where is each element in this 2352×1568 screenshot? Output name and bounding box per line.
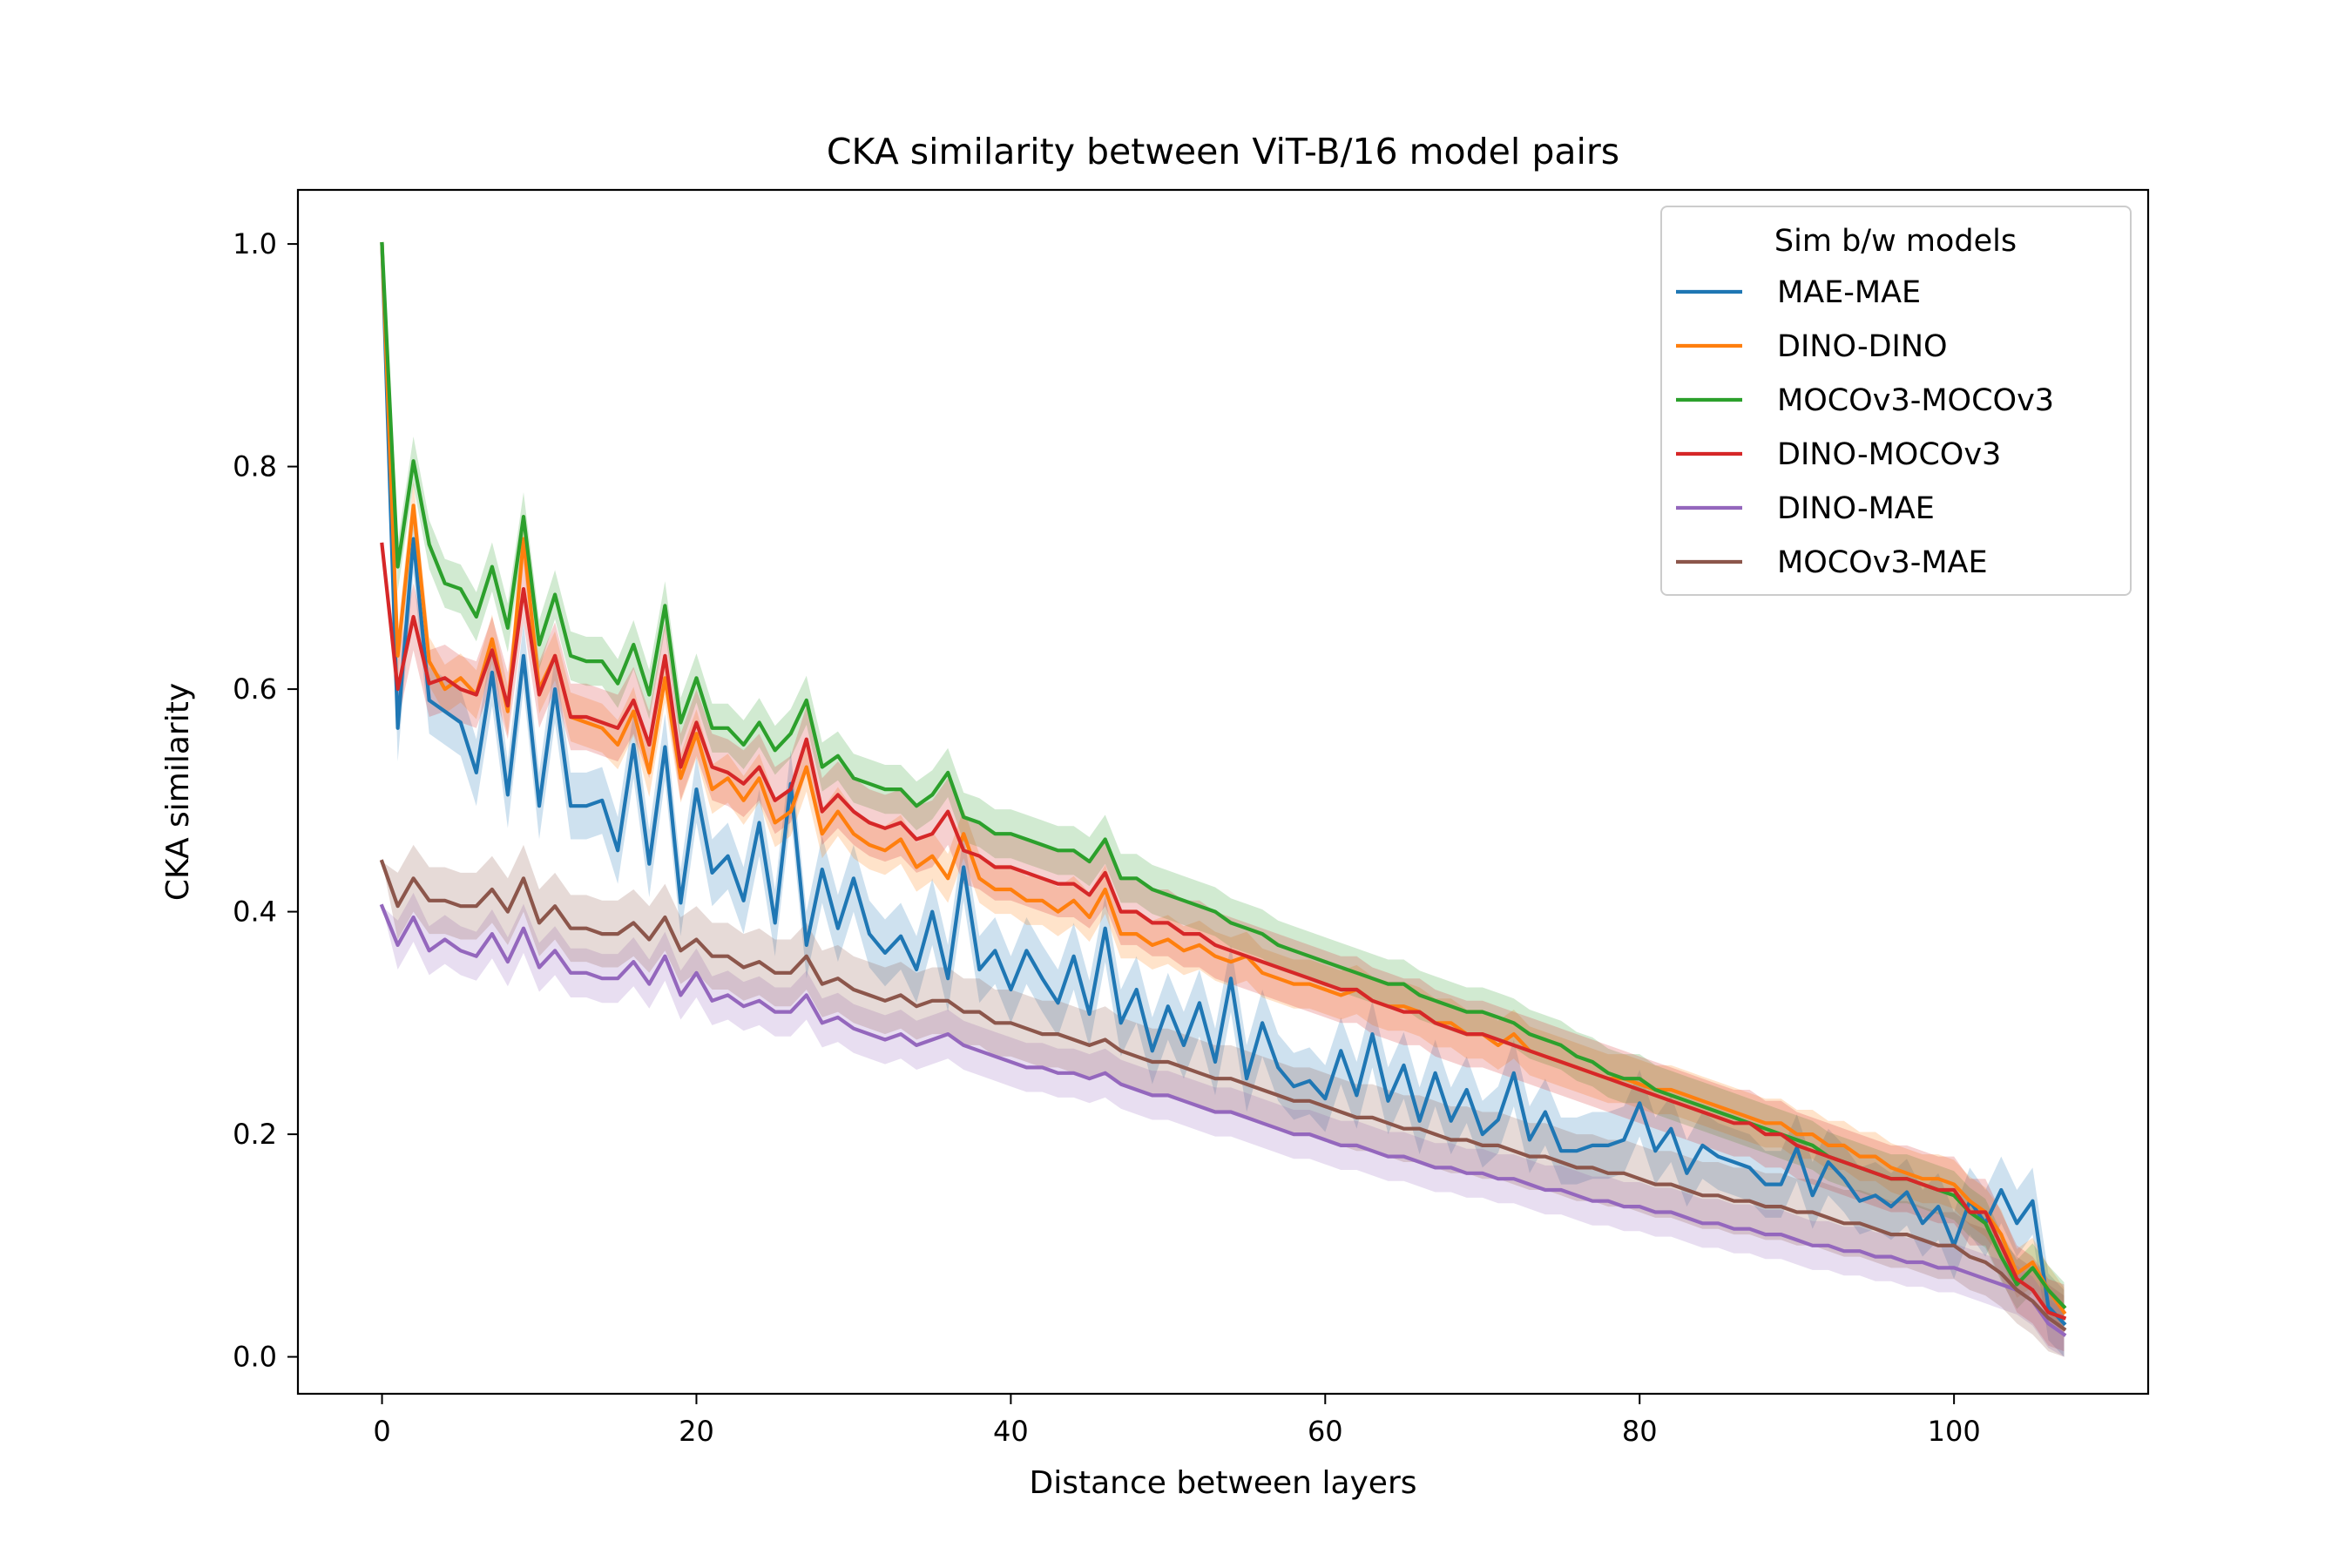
legend-label-3: DINO-MOCOv3 <box>1777 437 2001 472</box>
series-line-4 <box>379 903 2067 1337</box>
x-tick-label: 80 <box>1622 1415 1658 1448</box>
chart-title: CKA similarity between ViT-B/16 model pa… <box>827 131 1619 172</box>
legend-label-1: DINO-DINO <box>1777 329 1948 364</box>
y-tick-label: 1.0 <box>233 227 277 260</box>
legend-label-2: MOCOv3-MOCOv3 <box>1777 383 2054 418</box>
series-band-4 <box>382 892 2065 1357</box>
legend-label-0: MAE-MAE <box>1777 275 1921 310</box>
x-tick-label: 100 <box>1928 1415 1981 1448</box>
x-tick-label: 20 <box>679 1415 714 1448</box>
x-tick-label: 0 <box>373 1415 390 1448</box>
y-tick-label: 0.2 <box>233 1118 277 1151</box>
series-band-1 <box>382 244 2065 1337</box>
y-axis-label: CKA similarity <box>160 683 196 901</box>
y-tick-label: 0.0 <box>233 1341 277 1374</box>
y-tick-label: 0.6 <box>233 672 277 706</box>
x-tick-label: 40 <box>993 1415 1029 1448</box>
series-band-5 <box>382 844 2065 1357</box>
x-axis: 0 20 40 60 80 100 <box>373 1394 1981 1448</box>
series-line-1 <box>380 241 2067 1315</box>
legend-title: Sim b/w models <box>1774 224 2017 259</box>
x-axis-label: Distance between layers <box>1029 1465 1416 1501</box>
plot-frame <box>296 188 2150 1396</box>
legend: Sim b/w models MAE-MAE DINO-DINO MOCOv3-MO… <box>1660 206 2132 596</box>
legend-label-5: MOCOv3-MAE <box>1777 545 1988 580</box>
series-lines <box>379 241 2067 1337</box>
legend-label-4: DINO-MAE <box>1777 491 1935 526</box>
y-tick-label: 0.4 <box>233 896 277 929</box>
y-axis: 0.0 0.2 0.4 0.6 0.8 1.0 <box>233 227 298 1374</box>
series-line-5 <box>379 859 2067 1332</box>
x-tick-label: 60 <box>1308 1415 1343 1448</box>
series-line-0 <box>380 241 2067 1327</box>
y-tick-label: 0.8 <box>233 450 277 483</box>
series-line-3 <box>380 542 2067 1321</box>
series-band-2 <box>382 244 2065 1332</box>
legend-box <box>1660 206 2132 596</box>
